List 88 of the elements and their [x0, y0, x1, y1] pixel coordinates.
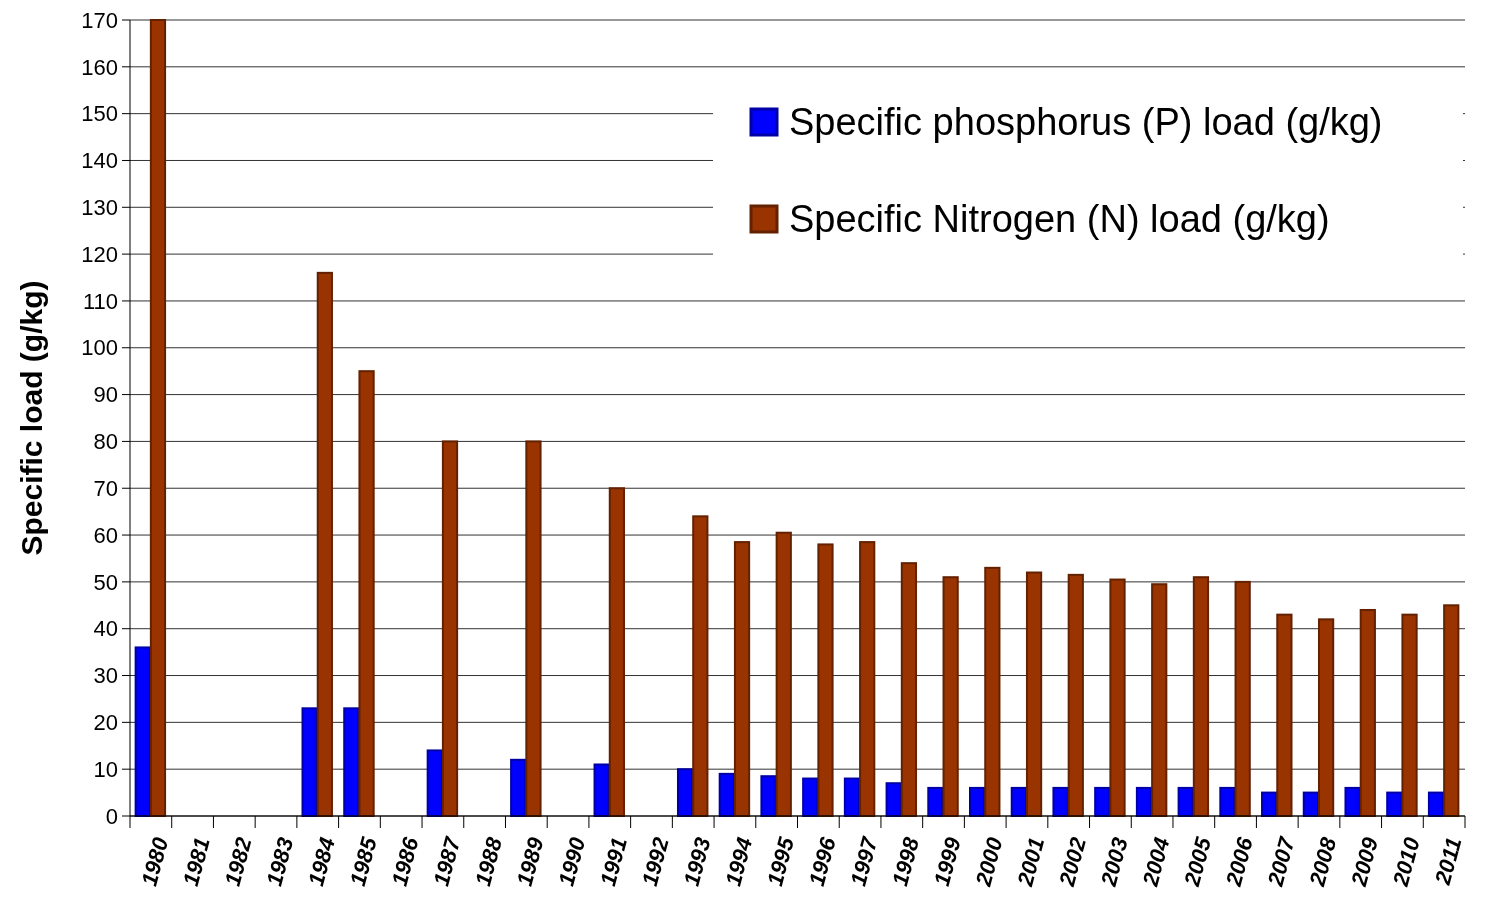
bar [316, 271, 333, 817]
x-tick-label: 2007 [1262, 833, 1300, 890]
bar [817, 543, 834, 817]
x-tick-label: 2011 [1429, 834, 1467, 888]
x-tick-label: 1995 [762, 834, 800, 889]
x-tick-label: 1996 [803, 834, 841, 889]
bar [1192, 576, 1210, 817]
bar [525, 440, 542, 817]
x-tick-label: 1990 [553, 834, 591, 889]
bar [859, 541, 876, 817]
y-tick-label: 150 [81, 101, 118, 127]
bar [942, 576, 959, 817]
bar [1443, 604, 1460, 817]
x-tick-label: 1998 [887, 834, 925, 889]
bar [1109, 578, 1126, 817]
x-tick-label: 1988 [470, 834, 508, 889]
x-tick-label: 2002 [1053, 834, 1092, 890]
y-tick-label: 30 [93, 663, 118, 689]
bar [900, 562, 918, 817]
y-tick-label: 100 [81, 335, 118, 361]
bar [608, 487, 625, 817]
x-tick-label: 2008 [1304, 834, 1342, 890]
y-tick-label: 160 [81, 54, 118, 80]
bar [1052, 786, 1069, 817]
y-tick-label: 90 [93, 382, 118, 408]
x-tick-label: 1985 [344, 834, 382, 889]
bar [426, 749, 443, 817]
x-tick-label: 2004 [1137, 834, 1175, 890]
bar [1317, 618, 1335, 817]
y-tick-label: 50 [93, 569, 118, 595]
x-tick-label: 1981 [178, 834, 215, 889]
x-tick-label: 1992 [636, 834, 674, 889]
x-tick-label: 2006 [1220, 834, 1259, 890]
y-tick-label: 130 [81, 194, 118, 220]
x-tick-label: 1984 [303, 834, 340, 889]
y-tick-label: 120 [81, 241, 118, 267]
x-tick-label: 2001 [1012, 834, 1050, 890]
y-tick-label: 70 [93, 475, 118, 501]
bar [984, 566, 1001, 817]
bar [733, 541, 751, 817]
y-axis-title: Specific load (g/kg) [15, 280, 48, 556]
x-tick-label: 1994 [720, 834, 758, 889]
bar [1401, 613, 1418, 817]
legend-label: Specific Nitrogen (N) load (g/kg) [789, 198, 1330, 241]
y-tick-label: 40 [93, 616, 118, 642]
bar [760, 775, 777, 817]
bar [775, 531, 792, 817]
bar [1344, 786, 1361, 817]
x-tick-label: 1997 [845, 833, 883, 889]
x-tick-label: 1986 [386, 834, 424, 889]
y-tick-label: 0 [105, 803, 118, 829]
x-tick-label: 2010 [1387, 834, 1425, 890]
bar [1359, 608, 1376, 817]
bar [1067, 573, 1084, 817]
x-tick-label: 1993 [678, 834, 716, 889]
bar [301, 707, 318, 817]
x-tick-label: 1999 [928, 834, 966, 889]
y-tick-label: 20 [93, 710, 118, 736]
y-tick-label: 170 [81, 7, 118, 33]
bar [1234, 580, 1251, 817]
y-tick-label: 110 [82, 288, 118, 314]
y-tick-label: 60 [93, 522, 118, 548]
bar [441, 440, 459, 817]
legend-label: Specific phosphorus (P) load (g/kg) [789, 101, 1383, 144]
x-tick-label: 1991 [595, 834, 633, 889]
bar [692, 515, 709, 817]
bar [927, 786, 944, 817]
x-tick-label: 1987 [428, 833, 466, 889]
bar [343, 707, 360, 817]
x-tick-label: 2003 [1095, 834, 1133, 890]
x-tick-label: 1989 [511, 834, 549, 889]
x-tick-label: 2005 [1179, 834, 1217, 890]
x-tick-label: 1982 [219, 834, 257, 889]
x-tick-label: 2009 [1345, 834, 1384, 890]
x-tick-label: 1983 [261, 834, 299, 889]
bar [593, 763, 610, 817]
y-tick-label: 80 [93, 429, 118, 455]
bar [1276, 613, 1293, 817]
x-tick-label: 1980 [136, 834, 174, 889]
y-tick-label: 140 [81, 148, 118, 174]
y-tick-label: 10 [93, 756, 118, 782]
bar [149, 19, 167, 817]
bar [1025, 571, 1043, 817]
bar [134, 646, 151, 817]
bar [1219, 786, 1236, 817]
x-tick-label: 2000 [970, 834, 1008, 890]
bar [358, 370, 375, 817]
bar [1151, 583, 1168, 817]
